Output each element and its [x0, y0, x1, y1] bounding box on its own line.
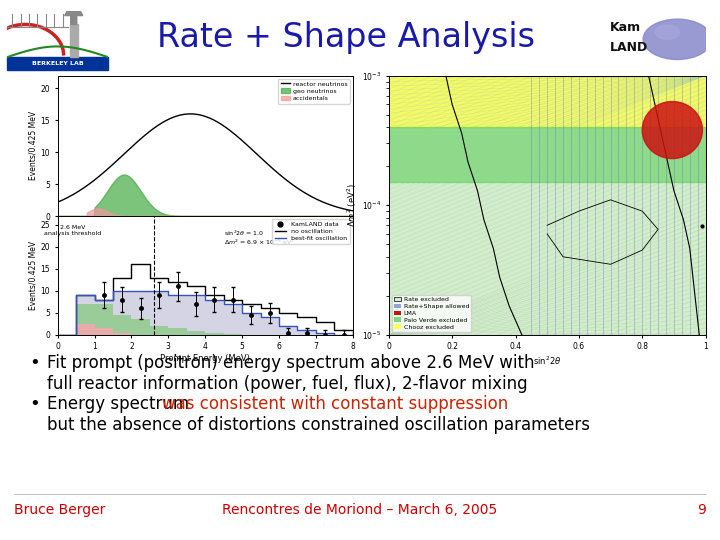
Bar: [205, 300, 224, 333]
X-axis label: sin$^2$2$\theta$: sin$^2$2$\theta$: [533, 354, 562, 367]
Legend: reactor neutrinos, geo neutrinos, accidentals: reactor neutrinos, geo neutrinos, accide…: [278, 79, 350, 104]
Legend: KamLAND data, no oscillation, best-fit oscillation: KamLAND data, no oscillation, best-fit o…: [272, 219, 350, 244]
Bar: [224, 304, 242, 334]
Polygon shape: [642, 102, 703, 159]
Bar: [150, 326, 168, 335]
Bar: [94, 300, 113, 304]
Bar: [279, 326, 297, 335]
Y-axis label: Events/0.425 MeV: Events/0.425 MeV: [29, 241, 37, 310]
Text: full reactor information (power, fuel, flux), 2-flavor mixing: full reactor information (power, fuel, f…: [47, 375, 528, 393]
Bar: [113, 333, 131, 335]
Bar: [224, 334, 242, 335]
Text: Energy spectrum: Energy spectrum: [47, 395, 194, 413]
Bar: [186, 295, 205, 331]
Bar: [316, 333, 334, 335]
Text: but the absence of distortions constrained oscillation parameters: but the absence of distortions constrain…: [47, 416, 590, 434]
X-axis label: Prompt Energy (MeV): Prompt Energy (MeV): [161, 354, 250, 363]
Text: 2.6 MeV
analysis threshold: 2.6 MeV analysis threshold: [44, 225, 101, 235]
Bar: [242, 313, 261, 335]
Bar: [132, 291, 150, 319]
Text: sin$^2$2$\theta$ = 1.0: sin$^2$2$\theta$ = 1.0: [224, 229, 264, 238]
FancyArrow shape: [65, 0, 83, 24]
Bar: [70, 24, 78, 57]
Text: BERKELEY LAB: BERKELEY LAB: [32, 61, 84, 66]
Bar: [168, 295, 186, 328]
Text: was consistent with constant suppression: was consistent with constant suppression: [162, 395, 508, 413]
Text: 9: 9: [697, 503, 706, 517]
Text: Fit prompt (positron) energy spectrum above 2.6 MeV with: Fit prompt (positron) energy spectrum ab…: [47, 354, 534, 372]
Circle shape: [655, 25, 680, 39]
Bar: [113, 291, 131, 315]
Text: LAND: LAND: [610, 41, 648, 54]
Circle shape: [643, 19, 711, 59]
Text: •: •: [29, 395, 40, 413]
Bar: [150, 291, 168, 326]
Text: Rate + Shape Analysis: Rate + Shape Analysis: [157, 21, 534, 55]
Y-axis label: Events/0.425 MeV: Events/0.425 MeV: [29, 111, 37, 180]
Legend: Rate excluded, Rate+Shape allowed, LMA, Palo Verde excluded, Chooz excluded: Rate excluded, Rate+Shape allowed, LMA, …: [392, 295, 471, 332]
Bar: [168, 328, 186, 335]
Bar: [297, 330, 316, 335]
Bar: [113, 315, 131, 333]
Bar: [7, 57, 108, 70]
Text: $\Delta m^2$ = 6.9 $\times$ 10$^{-5}$ eV$^2$: $\Delta m^2$ = 6.9 $\times$ 10$^{-5}$ eV…: [224, 238, 294, 247]
Bar: [132, 319, 150, 335]
Bar: [186, 331, 205, 335]
Bar: [76, 304, 94, 324]
Text: Rencontres de Moriond – March 6, 2005: Rencontres de Moriond – March 6, 2005: [222, 503, 498, 517]
Text: •: •: [29, 354, 40, 372]
Bar: [76, 295, 94, 304]
Bar: [261, 317, 279, 335]
Bar: [76, 324, 94, 335]
Bar: [94, 328, 113, 335]
Text: Bruce Berger: Bruce Berger: [14, 503, 106, 517]
Bar: [205, 333, 224, 335]
Bar: [94, 304, 113, 328]
Text: Kam: Kam: [610, 21, 641, 34]
Y-axis label: $\Delta m^2$ (eV$^2$): $\Delta m^2$ (eV$^2$): [346, 184, 359, 227]
